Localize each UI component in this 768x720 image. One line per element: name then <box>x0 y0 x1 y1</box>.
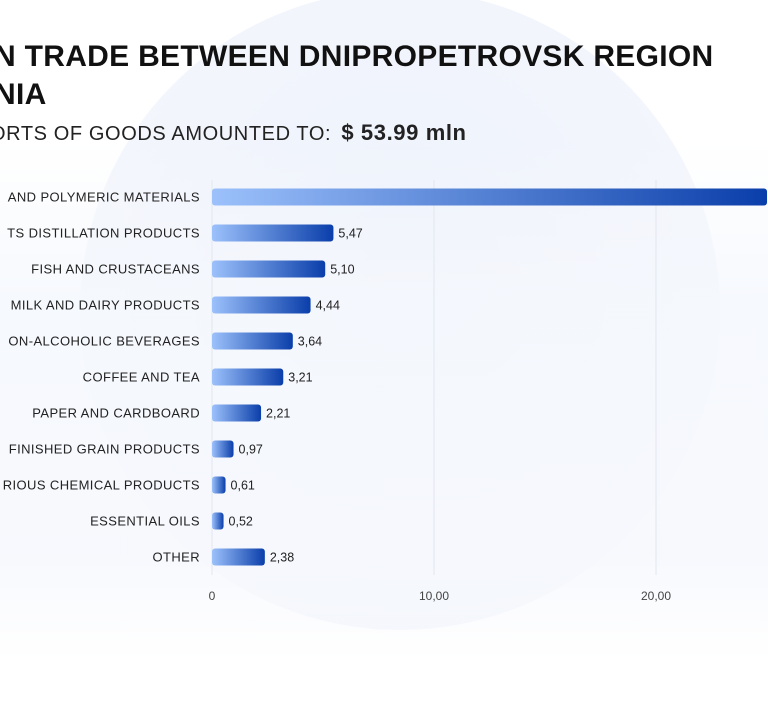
x-tick-label: 0 <box>209 589 216 603</box>
bars <box>212 188 767 566</box>
category-label: FINISHED GRAIN PRODUCTS <box>9 442 200 457</box>
bar <box>212 260 326 278</box>
bar <box>212 368 284 386</box>
category-label: TS DISTILLATION PRODUCTS <box>7 226 200 241</box>
category-label: ON-ALCOHOLIC BEVERAGES <box>8 334 200 349</box>
x-tick-label: 20,00 <box>641 589 671 603</box>
value-label: 5,47 <box>338 227 362 241</box>
value-label: 3,21 <box>288 371 312 385</box>
category-label: RIOUS CHEMICAL PRODUCTS <box>3 478 200 493</box>
background-panel <box>0 140 768 660</box>
category-label: MILK AND DAIRY PRODUCTS <box>11 298 200 313</box>
x-tick-label: 10,00 <box>419 589 449 603</box>
value-label: 5,10 <box>330 263 354 277</box>
chart-subtitle: ORTS OF GOODS AMOUNTED TO: $ 53.99 mln <box>0 120 467 146</box>
chart-title: N TRADE BETWEEN DNIPROPETROVSK REGION NI… <box>0 38 768 114</box>
subtitle-prefix: ORTS OF GOODS AMOUNTED TO: <box>0 123 332 145</box>
value-label: 3,64 <box>298 335 322 349</box>
value-label: 4,44 <box>316 299 340 313</box>
value-label: 2,21 <box>266 407 290 421</box>
bar <box>212 296 311 314</box>
category-label: FISH AND CRUSTACEANS <box>31 262 200 277</box>
chart-title-line1: N TRADE BETWEEN DNIPROPETROVSK REGION <box>0 40 714 73</box>
value-label: 0,52 <box>229 515 253 529</box>
category-label: PAPER AND CARDBOARD <box>32 406 200 421</box>
value-label: 0,61 <box>231 479 255 493</box>
bar <box>212 440 234 458</box>
value-label: 2,38 <box>270 551 294 565</box>
bar <box>212 332 293 350</box>
bar <box>212 404 262 422</box>
value-label: 0,97 <box>239 443 263 457</box>
category-label: ESSENTIAL OILS <box>90 514 200 529</box>
value-labels: 5,47 5,10 4,44 3,64 3,21 2,21 0,97 0,61 0,52 2,38 <box>229 227 363 565</box>
bar <box>212 188 767 206</box>
x-axis-ticks: 0 10,00 20,00 <box>209 589 672 603</box>
category-label: OTHER <box>153 550 201 565</box>
category-label: AND POLYMERIC MATERIALS <box>8 190 200 205</box>
category-label: COFFEE AND TEA <box>83 370 200 385</box>
bar <box>212 476 226 494</box>
chart-title-line2: NIA <box>0 78 47 111</box>
bar <box>212 512 224 530</box>
category-labels: AND POLYMERIC MATERIALS TS DISTILLATION P… <box>3 190 200 565</box>
bar <box>212 548 265 566</box>
bar <box>212 224 334 242</box>
subtitle-amount: $ 53.99 mln <box>341 120 467 145</box>
